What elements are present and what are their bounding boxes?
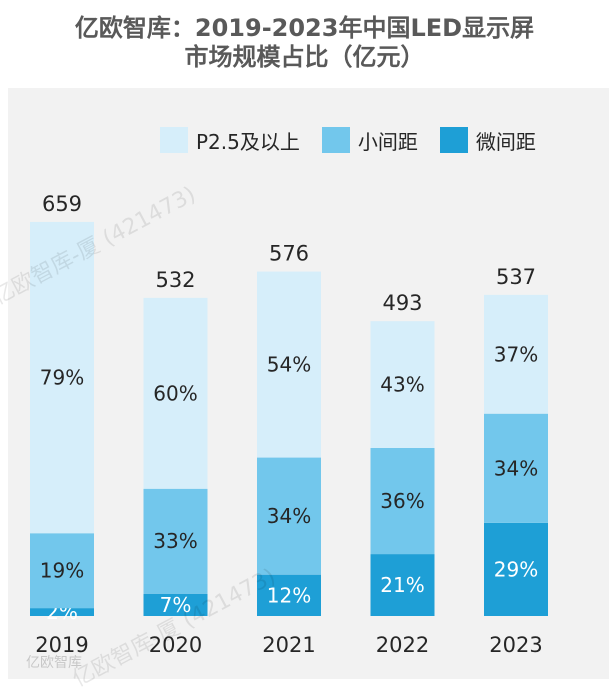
x-tick-label-2019: 2019 [35,633,88,657]
data-label-small-pitch-2021: 34% [267,504,311,528]
data-label-micro-pitch-2023: 29% [494,557,538,581]
bar-group-2023: 29% 34% 37% 537 2023 [484,265,548,657]
bar-segment-small-pitch-2023 [484,413,548,523]
legend: P2.5及以上 小间距 微间距 [160,126,536,154]
total-label-2019: 659 [42,192,82,216]
data-label-small-pitch-2019: 19% [40,559,84,583]
bar-segment-micro-pitch-2023 [484,522,548,616]
data-label-small-pitch-2023: 34% [494,456,538,480]
x-tick-label-2020: 2020 [149,633,202,657]
data-label-small-pitch-2022: 36% [380,489,424,513]
bar-segment-p25-2020 [143,297,208,489]
x-tick-label-2022: 2022 [376,633,429,657]
bar-segment-small-pitch-2022 [370,447,435,555]
bar-segment-micro-pitch-2020 [143,593,208,616]
bar-segment-micro-pitch-2022 [370,554,435,616]
bar-segment-micro-pitch-2021 [257,574,321,616]
total-label-2021: 576 [269,242,309,266]
data-label-p25-2019: 79% [40,366,84,390]
bar-segment-micro-pitch-2019 [30,608,94,616]
legend-label-p25: P2.5及以上 [196,129,300,154]
bar-group-2021: 12% 34% 54% 576 2021 [257,242,321,657]
legend-item-p25: P2.5及以上 [160,126,300,155]
bar-segment-p25-2019 [30,221,94,534]
x-tick-label-2021: 2021 [262,633,315,657]
chart-title-line-2: 市场规模占比（亿元） [184,43,425,71]
legend-label-micro-pitch: 微间距 [475,129,536,154]
data-label-p25-2020: 60% [153,381,197,405]
x-tick-label-2023: 2023 [489,633,542,657]
legend-item-micro-pitch: 微间距 [439,126,536,155]
bar-segment-p25-2023 [484,294,548,414]
bar-group-2022: 21% 36% 43% 493 2022 [370,291,435,657]
total-label-2022: 493 [382,291,422,315]
bar-segment-small-pitch-2020 [143,488,208,594]
data-label-p25-2021: 54% [267,353,311,377]
data-label-micro-pitch-2022: 21% [380,573,424,597]
bar-segment-small-pitch-2019 [30,533,94,609]
bar-segment-p25-2021 [257,271,321,458]
data-label-p25-2022: 43% [380,373,424,397]
legend-label-small-pitch: 小间距 [357,129,418,154]
data-label-micro-pitch-2020: 7% [160,593,192,617]
data-label-micro-pitch-2021: 12% [267,583,311,607]
total-label-2023: 537 [496,265,536,289]
stacked-bar-chart: 2%19%79%65920197%33%60%532202012%34%54%5… [30,192,548,657]
bar-segment-p25-2022 [370,321,435,448]
legend-swatch-small-pitch [321,127,350,153]
chart-title: 亿欧智库：2019-2023年中国LED显示屏 市场规模占比（亿元） [0,14,609,72]
data-label-small-pitch-2020: 33% [153,529,197,553]
data-label-p25-2023: 37% [494,342,538,366]
total-label-2020: 532 [155,268,195,292]
chart-title-line-1: 亿欧智库：2019-2023年中国LED显示屏 [74,14,535,42]
legend-item-small-pitch: 小间距 [321,126,418,155]
bar-segment-small-pitch-2021 [257,457,321,575]
legend-swatch-p25 [160,127,188,153]
legend-swatch-micro-pitch [439,127,468,153]
bar-group-2020: 7% 33% 60% 532 2020 [143,268,208,657]
